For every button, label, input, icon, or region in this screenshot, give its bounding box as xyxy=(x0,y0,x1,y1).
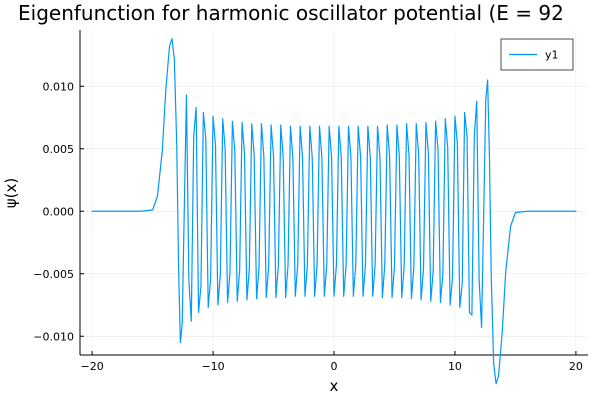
x-tick-label-2: 0 xyxy=(331,360,338,373)
x-tick-label-3: 10 xyxy=(448,360,462,373)
y-axis-label: ψ(x) xyxy=(2,178,20,208)
x-tick-label-4: 20 xyxy=(569,360,583,373)
y-tick-label-4: 0.010 xyxy=(43,80,75,93)
y-tick-label-1: −0.005 xyxy=(33,268,74,281)
series-line-y1 xyxy=(91,38,577,385)
x-tick-label-1: −10 xyxy=(201,360,224,373)
series-layer xyxy=(91,38,577,385)
chart-title: Eigenfunction for harmonic oscillator po… xyxy=(18,1,564,25)
axes: −20 −10 0 10 20 −0.010 −0.005 0.000 0.005 0.010 xyxy=(33,30,588,373)
y-tick-label-2: 0.000 xyxy=(43,205,75,218)
x-tick-label-0: −20 xyxy=(80,360,103,373)
legend-label-y1: y1 xyxy=(545,49,559,62)
x-axis-label: x xyxy=(330,377,339,395)
legend: y1 xyxy=(500,38,574,71)
grid xyxy=(80,30,588,355)
y-tick-label-0: −0.010 xyxy=(33,330,74,343)
plot-area xyxy=(80,30,588,355)
y-tick-label-3: 0.005 xyxy=(43,143,75,156)
